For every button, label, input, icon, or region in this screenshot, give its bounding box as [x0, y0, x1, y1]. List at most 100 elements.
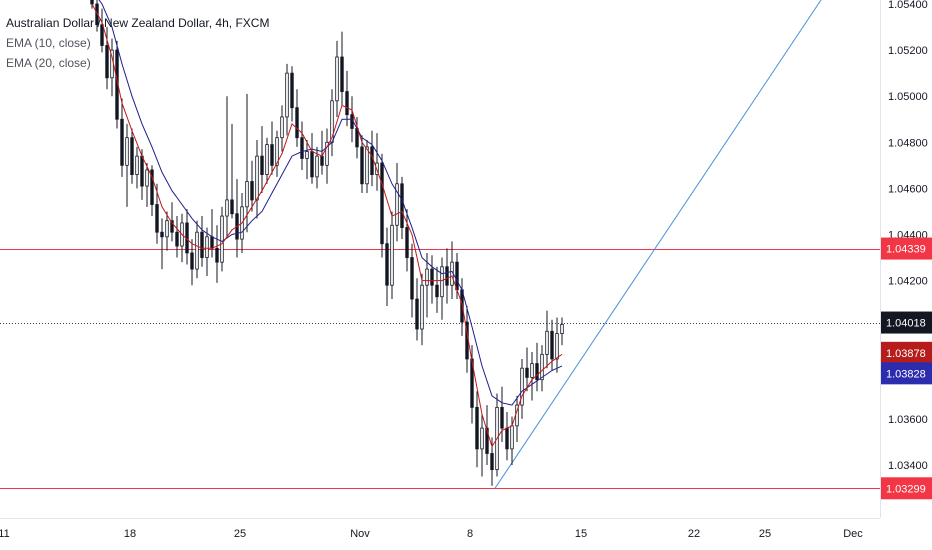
candle [170, 202, 174, 242]
candle-body-down [490, 453, 494, 471]
candle [555, 317, 559, 373]
candle [165, 211, 169, 251]
candle-body-down [380, 162, 384, 245]
price-badge-ema10: 1.03878 [881, 341, 932, 364]
candle-body-up [255, 155, 259, 201]
time-tick-label: 25 [759, 528, 771, 540]
candle [520, 358, 524, 419]
candle-body-down [535, 363, 539, 381]
candle-body-down [290, 72, 294, 109]
candle [250, 160, 254, 212]
time-tick-label: Nov [350, 528, 370, 540]
candle-body-down [105, 45, 109, 79]
candle [420, 273, 424, 346]
candle [400, 176, 404, 240]
candle [130, 128, 134, 184]
candle [560, 317, 564, 346]
candle [410, 243, 414, 318]
candle-body-up [265, 144, 269, 175]
chart-legend: Australian Dollar / New Zealand Dollar, … [6, 13, 269, 73]
candle [435, 266, 439, 313]
candle [120, 98, 124, 177]
price-badge-text: 1.04339 [886, 244, 926, 256]
candle [220, 206, 224, 272]
price-tick-label: 1.03600 [888, 414, 928, 426]
candle-body-up [285, 72, 289, 118]
candle [205, 227, 209, 276]
candle-body-down [370, 146, 374, 175]
candle-body-down [90, 0, 94, 5]
plot-area [0, 0, 880, 489]
candle-body-up [325, 141, 329, 166]
candle-body-up [205, 236, 209, 258]
candle-body-down [500, 406, 504, 429]
price-badge-bg [881, 237, 932, 260]
price-badge-bg [881, 341, 932, 364]
price-tick-label: 1.04600 [888, 183, 928, 195]
candle [275, 130, 279, 177]
chart-title: Australian Dollar / New Zealand Dollar, … [6, 16, 270, 30]
candle-body-up [280, 116, 284, 139]
time-tick-label: 15 [575, 528, 587, 540]
candle [425, 252, 429, 318]
candle [285, 63, 289, 136]
candle-body-down [400, 183, 404, 228]
candle-body-up [390, 224, 394, 286]
candle-body-down [140, 155, 144, 187]
candle-body-down [430, 268, 434, 286]
price-badge-ema20: 1.03828 [881, 362, 932, 385]
price-badge-resistance: 1.04339 [881, 237, 932, 260]
candle-body-down [320, 155, 324, 166]
candle-body-down [355, 128, 359, 148]
candle-body-down [215, 247, 219, 263]
price-axis: 1.054001.052001.050001.048001.046001.044… [881, 0, 932, 500]
candle-body-down [300, 137, 304, 159]
candle-body-up [540, 353, 544, 381]
candle-body-down [405, 227, 409, 258]
candle-body-down [100, 24, 104, 46]
candle [480, 414, 484, 477]
candle-body-up [275, 137, 279, 166]
candle-body-down [340, 56, 344, 92]
candle [200, 216, 204, 267]
legend-ema20[interactable]: EMA (20, close) [6, 56, 91, 70]
candle [255, 139, 259, 219]
candle-body-down [550, 330, 554, 360]
candle-body-down [310, 151, 314, 178]
candle-body-up [220, 215, 224, 263]
candle [105, 27, 109, 90]
candle [540, 345, 544, 392]
candle [270, 121, 274, 175]
candle-body-up [425, 268, 429, 286]
price-tick-label: 1.05400 [888, 0, 928, 11]
legend-ema10[interactable]: EMA (10, close) [6, 36, 91, 50]
price-badge-text: 1.03878 [886, 348, 926, 360]
candle [290, 66, 294, 122]
time-tick-label: 8 [467, 528, 473, 540]
candle [265, 137, 269, 184]
price-badge-bg [881, 477, 932, 500]
candle-body-down [345, 91, 349, 116]
candle-body-down [230, 199, 234, 215]
time-tick-label: 25 [234, 528, 246, 540]
time-tick-label: 18 [124, 528, 136, 540]
candle-body-up [125, 137, 129, 166]
candle-body-up [530, 363, 534, 378]
candle-body-down [270, 144, 274, 166]
candle-body-up [545, 330, 549, 355]
candle-body-down [475, 406, 479, 450]
candle-body-down [415, 298, 419, 330]
price-badge-text: 1.03828 [886, 368, 926, 380]
candle [305, 139, 309, 180]
candle [225, 96, 229, 237]
candle-body-down [95, 3, 99, 26]
candle [100, 8, 104, 53]
candle-body-up [440, 266, 444, 298]
time-tick-label: 22 [688, 528, 700, 540]
candle [190, 239, 194, 286]
price-tick-label: 1.03400 [888, 460, 928, 472]
candle [415, 278, 419, 341]
candle-body-down [175, 231, 179, 247]
candle-body-down [360, 146, 364, 185]
